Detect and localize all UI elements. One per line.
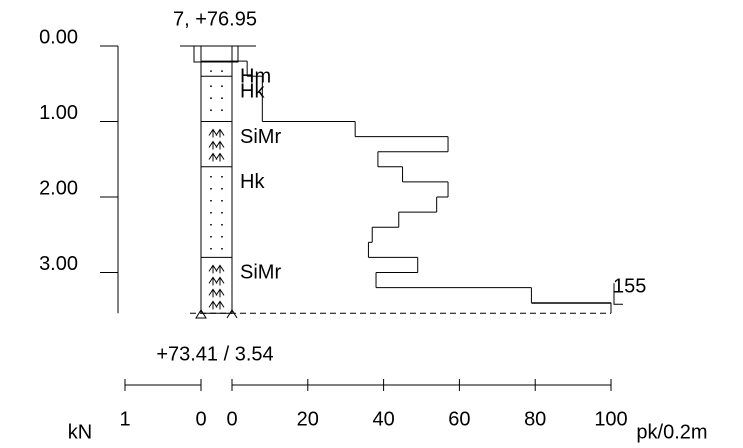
silt-symbol: [208, 300, 225, 310]
end-label: 155: [613, 276, 646, 298]
count-tick-label: 60: [448, 408, 470, 430]
sand-dot: [221, 187, 223, 190]
sand-dot: [221, 199, 223, 202]
sand-dot: [210, 199, 212, 202]
depth-tick-label: 2.00: [39, 177, 78, 199]
count-tick-label: 80: [524, 408, 546, 430]
sand-dot: [210, 187, 212, 190]
sand-dot: [221, 247, 223, 250]
sand-dot: [210, 247, 212, 250]
sand-dot: [210, 211, 212, 214]
layer-label: SiMr: [240, 126, 281, 148]
depth-tick-label: 3.00: [39, 253, 78, 275]
count-tick-label: 20: [297, 408, 319, 430]
silt-symbol: [208, 288, 225, 298]
tip-symbol: [195, 309, 207, 319]
sand-dot: [210, 109, 212, 112]
end-bracket: [613, 283, 623, 305]
sand-dot: [221, 85, 223, 88]
sand-dot: [210, 175, 212, 178]
column-top: [193, 45, 239, 63]
layer-label: SiMr: [240, 262, 281, 284]
silt-symbol: [208, 140, 225, 150]
layer-label: Hk: [240, 171, 265, 193]
sand-dot: [210, 85, 212, 88]
count-tick-label: 40: [372, 408, 394, 430]
sand-dot: [210, 223, 212, 226]
header-label: 7, +76.95: [173, 8, 257, 30]
sand-dot: [221, 235, 223, 238]
sand-dot: [221, 97, 223, 100]
count-unit: pk/0.2m: [636, 421, 707, 443]
load-tick-label: 1: [119, 408, 130, 430]
silt-symbol: [208, 276, 225, 286]
sand-dot: [221, 70, 223, 72]
sand-dot: [210, 97, 212, 100]
count-tick-label: 100: [594, 408, 627, 430]
silt-symbol: [208, 152, 225, 162]
sand-dot: [221, 223, 223, 226]
count-tick-label: 0: [226, 408, 237, 430]
depth-tick-label: 1.00: [39, 102, 78, 124]
footer-label: +73.41 / 3.54: [156, 343, 273, 365]
silt-symbol: [208, 128, 225, 138]
sand-dot: [221, 175, 223, 178]
sand-dot: [221, 109, 223, 112]
sand-dot: [221, 211, 223, 214]
silt-symbol: [208, 264, 225, 274]
load-tick-label: 0: [195, 408, 206, 430]
depth-tick-label: 0.00: [39, 26, 78, 48]
sand-dot: [210, 235, 212, 238]
layer-label: Hk: [240, 80, 265, 102]
sand-dot: [210, 70, 212, 72]
load-unit: kN: [68, 421, 92, 443]
